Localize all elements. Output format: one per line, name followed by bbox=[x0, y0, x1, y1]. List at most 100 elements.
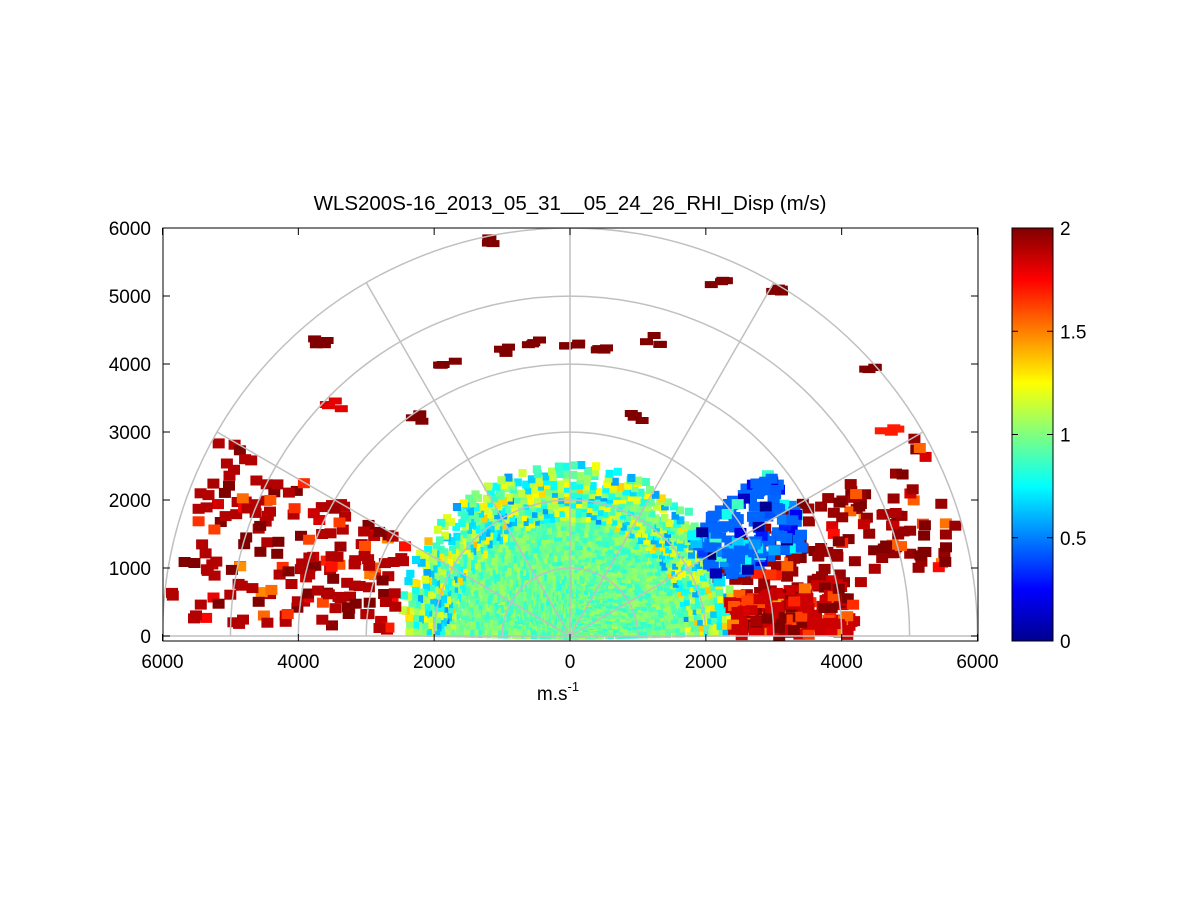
edge-cell bbox=[733, 545, 746, 556]
aloft-cell bbox=[317, 341, 331, 349]
field-cell bbox=[524, 631, 531, 640]
field-cell bbox=[628, 568, 635, 577]
field-cell bbox=[437, 518, 446, 527]
field-cell bbox=[426, 591, 434, 600]
edge-cell bbox=[234, 561, 247, 572]
field-cell bbox=[464, 575, 471, 584]
field-cell bbox=[559, 561, 566, 570]
field-cell bbox=[497, 585, 504, 594]
field-cell bbox=[422, 560, 430, 569]
field-cell bbox=[430, 564, 438, 573]
field-cell bbox=[472, 568, 479, 577]
aloft-cell bbox=[526, 340, 540, 348]
field-cell bbox=[582, 534, 588, 543]
field-cell bbox=[700, 599, 708, 608]
x-axis-label-superscript: -1 bbox=[568, 679, 580, 694]
field-cell bbox=[523, 590, 530, 599]
field-cell bbox=[428, 629, 436, 637]
field-cell bbox=[510, 518, 517, 527]
field-cell bbox=[507, 563, 514, 572]
field-cell bbox=[641, 572, 647, 581]
edge-cell bbox=[808, 546, 821, 556]
field-cell bbox=[612, 496, 620, 505]
field-cell bbox=[552, 501, 559, 510]
field-cell bbox=[625, 552, 632, 561]
field-cell bbox=[438, 606, 445, 615]
x-tick-label: 2000 bbox=[685, 652, 727, 673]
field-cell bbox=[622, 487, 630, 496]
field-cell bbox=[446, 613, 452, 622]
aloft-cell bbox=[319, 401, 333, 408]
field-cell bbox=[533, 517, 540, 526]
edge-cell bbox=[210, 556, 223, 567]
edge-cell bbox=[224, 589, 237, 600]
edge-cell bbox=[857, 519, 870, 530]
field-cell bbox=[525, 604, 532, 612]
edge-cell bbox=[919, 451, 932, 462]
field-cell bbox=[534, 474, 543, 483]
field-cell bbox=[471, 625, 478, 634]
edge-cell bbox=[935, 498, 948, 509]
field-cell bbox=[683, 619, 690, 628]
x-axis-label-base: m.s bbox=[537, 684, 568, 705]
edge-cell bbox=[291, 602, 304, 613]
edge-cell bbox=[225, 564, 238, 575]
field-cell bbox=[492, 630, 498, 639]
field-cell bbox=[538, 558, 545, 567]
field-cell bbox=[599, 547, 606, 556]
field-cell bbox=[577, 562, 584, 570]
field-cell bbox=[588, 486, 596, 495]
edge-cell bbox=[771, 562, 783, 573]
field-cell bbox=[577, 532, 584, 541]
field-cell bbox=[493, 582, 500, 591]
field-cell bbox=[672, 629, 679, 638]
edge-cell bbox=[876, 553, 889, 563]
aloft-cell bbox=[533, 336, 546, 344]
edge-cell bbox=[373, 623, 386, 633]
aloft-cell bbox=[309, 341, 323, 349]
field-cell bbox=[564, 504, 571, 513]
field-cell bbox=[589, 517, 596, 526]
field-cell bbox=[627, 474, 636, 482]
field-cell bbox=[536, 528, 543, 537]
field-cell bbox=[576, 542, 583, 551]
field-cell bbox=[542, 532, 549, 540]
field-cell bbox=[550, 482, 558, 491]
edge-cell bbox=[750, 568, 763, 579]
field-cell bbox=[589, 482, 597, 491]
field-cell bbox=[481, 550, 488, 559]
field-cell bbox=[692, 607, 699, 615]
field-cell bbox=[645, 549, 652, 558]
edge-cell bbox=[219, 511, 232, 522]
field-cell bbox=[688, 613, 695, 622]
field-cell bbox=[627, 493, 635, 502]
field-cell bbox=[601, 490, 609, 499]
field-cell bbox=[417, 602, 425, 611]
edge-cell bbox=[880, 540, 893, 551]
field-cell bbox=[518, 469, 527, 478]
field-cell bbox=[697, 587, 705, 596]
field-cell bbox=[399, 591, 408, 600]
field-cell bbox=[605, 469, 614, 478]
field-cell bbox=[491, 594, 498, 603]
field-cell bbox=[655, 588, 662, 597]
edge-cell bbox=[378, 589, 391, 599]
aloft-cell bbox=[334, 405, 348, 413]
colorbar-tick-label: 0.5 bbox=[1060, 529, 1086, 550]
field-cell bbox=[455, 588, 462, 597]
field-cell bbox=[627, 507, 635, 516]
y-tick-label: 0 bbox=[140, 627, 151, 648]
edge-cell bbox=[248, 499, 261, 510]
field-cell bbox=[572, 551, 579, 560]
edge-cell bbox=[212, 598, 225, 609]
field-cell bbox=[564, 528, 571, 536]
edge-cell bbox=[748, 539, 761, 550]
field-cell bbox=[673, 590, 680, 599]
edge-cell bbox=[264, 495, 277, 505]
field-cell bbox=[557, 547, 564, 556]
field-cell bbox=[496, 630, 503, 639]
field-cell bbox=[624, 481, 633, 490]
field-cell bbox=[448, 585, 455, 594]
field-cell bbox=[504, 572, 511, 581]
field-cell bbox=[518, 552, 525, 561]
